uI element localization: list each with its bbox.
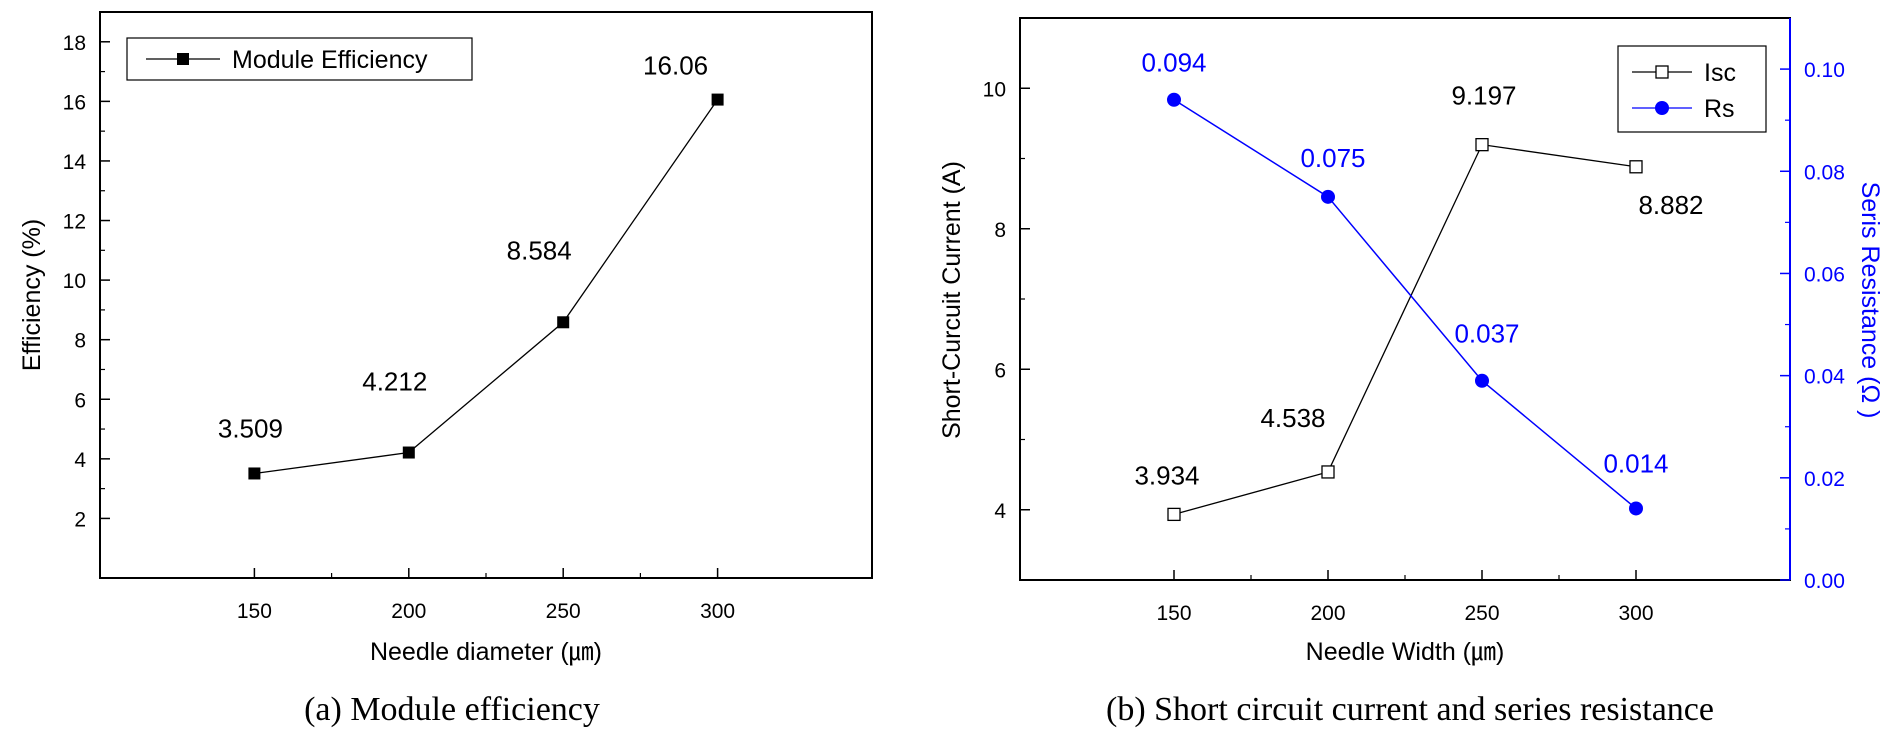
y-tick-label: 8 (994, 219, 1006, 242)
y-ticks-b: 4 6 8 10 (983, 78, 1030, 581)
data-labels-a: 3.509 4.212 8.584 16.06 (218, 51, 708, 444)
y-axis-label-b: Short-Curcuit Current (A) (938, 161, 966, 439)
y-tick-label: 2 (74, 508, 86, 531)
y-tick-label: 16 (63, 91, 86, 114)
x-tick-label: 300 (1618, 602, 1653, 625)
x-tick-label: 150 (237, 600, 272, 623)
data-label-isc: 9.197 (1451, 81, 1516, 111)
data-point-isc (1475, 138, 1489, 152)
data-point-isc (1167, 507, 1181, 522)
y-tick-label: 10 (63, 270, 86, 293)
x-ticks-a: 150 200 250 300 (237, 568, 735, 623)
y2-tick-label: 0.00 (1804, 570, 1845, 593)
series-rs (1167, 92, 1643, 516)
y2-tick-label: 0.06 (1804, 263, 1845, 286)
legend-marker-a (177, 53, 189, 65)
x-axis-label-a: Needle diameter (㎛) (370, 638, 602, 666)
legend-b: Isc Rs (1617, 45, 1767, 133)
data-point-rs (1167, 92, 1181, 107)
y2-tick-label: 0.10 (1804, 59, 1845, 82)
y-tick-label: 10 (983, 78, 1006, 101)
y-axis-label-a: Efficiency (%) (18, 219, 46, 371)
data-point-rs (1475, 373, 1489, 388)
data-label-isc: 8.882 (1638, 190, 1703, 220)
data-point-rs (1629, 501, 1643, 516)
y-tick-label: 8 (74, 330, 86, 353)
data-point (711, 93, 724, 106)
line-rs (1173, 99, 1637, 510)
x-tick-label: 250 (546, 600, 581, 623)
y-ticks-a: 2 4 6 8 10 12 14 16 18 (63, 32, 110, 531)
y2-tick-label: 0.08 (1804, 161, 1845, 184)
y2-tick-label: 0.04 (1804, 366, 1845, 389)
y2-axis-label-b: Seris Resistance (Ω ) (1856, 182, 1884, 419)
data-label: 3.509 (218, 413, 283, 443)
x-tick-label: 250 (1464, 602, 1499, 625)
data-point (402, 446, 415, 459)
y-tick-label: 4 (994, 500, 1006, 523)
data-label-isc: 4.538 (1260, 403, 1325, 433)
x-tick-label: 200 (1310, 602, 1345, 625)
data-label: 16.06 (643, 51, 708, 81)
y-tick-label: 4 (74, 449, 86, 472)
data-point-isc (1629, 160, 1643, 174)
legend-label-isc: Isc (1704, 59, 1736, 87)
line-isc (1173, 143, 1637, 516)
x-tick-label: 200 (391, 600, 426, 623)
data-label: 4.212 (362, 367, 427, 397)
series-isc (1167, 138, 1643, 522)
legend-label-rs: Rs (1704, 95, 1735, 123)
data-label-rs: 0.075 (1300, 143, 1365, 173)
data-label-rs: 0.094 (1141, 48, 1206, 78)
data-point (248, 467, 261, 480)
legend-marker-rs (1655, 101, 1669, 115)
data-point-isc (1321, 465, 1335, 479)
data-point-rs (1321, 189, 1335, 204)
caption-a: (a) Module efficiency (304, 691, 600, 728)
data-label-rs: 0.014 (1603, 448, 1668, 478)
chart-module-efficiency: 150 200 250 300 2 4 6 8 10 12 14 16 18 3.509 4.212 8.… (18, 11, 873, 728)
x-axis-label-b: Needle Width (㎛) (1306, 638, 1505, 666)
y-tick-label: 6 (994, 359, 1006, 382)
series-module-efficiency (248, 93, 724, 480)
data-label-isc: 3.934 (1134, 460, 1199, 490)
legend-marker-isc (1655, 65, 1669, 79)
x-tick-label: 150 (1156, 602, 1191, 625)
y-tick-label: 6 (74, 389, 86, 412)
y-tick-label: 14 (63, 151, 87, 174)
data-labels-b: 3.934 4.538 9.197 8.882 0.094 0.075 0.037 0.014 (1134, 48, 1703, 491)
y-tick-label: 18 (63, 32, 86, 55)
y2-ticks-b: 0.00 0.02 0.04 0.06 0.08 0.10 (1780, 59, 1845, 593)
legend-label-module-efficiency: Module Efficiency (232, 46, 428, 74)
caption-b: (b) Short circuit current and series res… (1106, 691, 1714, 728)
x-ticks-b: 150 200 250 300 (1156, 570, 1654, 625)
y2-tick-label: 0.02 (1804, 468, 1845, 491)
legend-box-b (1617, 45, 1767, 133)
line-module-efficiency (254, 99, 719, 475)
data-label: 8.584 (507, 235, 572, 265)
legend-a: Module Efficiency (126, 37, 473, 81)
x-tick-label: 300 (700, 600, 735, 623)
data-label-rs: 0.037 (1454, 319, 1519, 349)
plot-frame-a (99, 11, 873, 579)
y-tick-label: 12 (63, 211, 86, 234)
data-point (557, 316, 570, 329)
